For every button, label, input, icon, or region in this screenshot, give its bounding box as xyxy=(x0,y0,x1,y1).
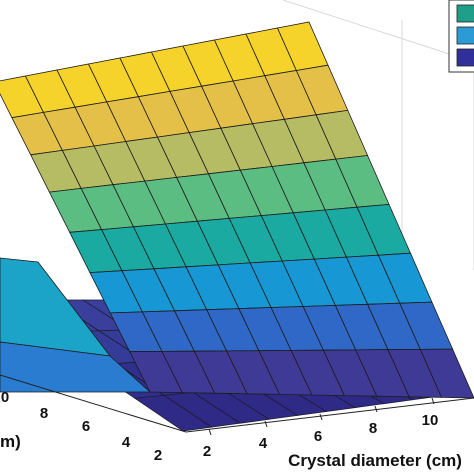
upper-surface xyxy=(0,21,474,399)
y-tick-label: 4 xyxy=(122,434,131,451)
x-tick-mark xyxy=(374,405,378,413)
x-tick-label: 6 xyxy=(314,428,322,445)
y-tick-label: 6 xyxy=(82,418,90,435)
axes: 2 4 6 8 10 2 4 6 8 0 Crystal diameter (cm) m) xyxy=(0,374,474,470)
y-tick-label: 0 xyxy=(1,389,9,406)
legend-swatch xyxy=(456,26,474,45)
upper-surface-side xyxy=(0,341,152,393)
legend-swatch xyxy=(456,48,474,67)
y-tick-label: 8 xyxy=(40,405,48,422)
x-tick-mark xyxy=(319,413,323,421)
x-tick-label: 2 xyxy=(203,443,211,460)
x-tick-mark xyxy=(264,420,268,428)
x-axis-line xyxy=(185,397,474,433)
x-tick-label: 8 xyxy=(369,420,377,437)
y-axis-line xyxy=(0,374,187,433)
y-tick-label: 2 xyxy=(154,447,162,464)
x-axis-label: Crystal diameter (cm) xyxy=(288,451,462,470)
y-axis-label: m) xyxy=(0,432,21,451)
legend xyxy=(448,0,474,73)
x-tick-label: 4 xyxy=(259,435,268,452)
plot-box xyxy=(282,0,474,270)
upper-surface-cell xyxy=(419,348,474,399)
x-tick-label: 10 xyxy=(422,412,439,429)
x-tick-mark xyxy=(208,428,212,436)
legend-swatch xyxy=(456,4,474,23)
box-edge-0 xyxy=(282,0,474,63)
